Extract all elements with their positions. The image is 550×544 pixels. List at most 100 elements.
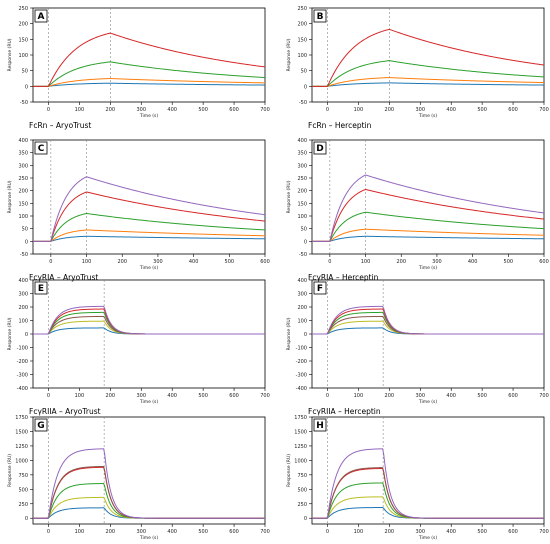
y-tick-label: -100 [296,346,307,352]
x-tick-label: 200 [106,529,116,535]
panel-letter: D [316,144,323,154]
x-tick-label: 500 [225,259,235,265]
x-tick-label: 600 [229,529,239,535]
series-line [33,320,265,335]
y-tick-label: -200 [296,359,307,365]
y-tick-label: 50 [22,69,28,75]
y-tick-label: 750 [18,473,28,479]
y-tick-label: 500 [297,487,307,493]
y-tick-label: 1250 [15,444,28,450]
y-tick-label: 150 [18,37,28,43]
y-tick-label: -300 [296,373,307,379]
series-line [33,315,265,335]
y-axis-label: Response (RU) [286,180,292,213]
x-tick-label: 100 [75,529,85,535]
y-tick-label: 250 [297,6,307,12]
y-tick-label: 150 [297,201,307,207]
panel-letter-box [313,281,327,295]
y-tick-label: 1250 [294,444,307,450]
x-tick-label: 200 [385,529,395,535]
panel-letter-box [34,281,48,295]
series-line [312,308,544,335]
x-tick-label: 600 [229,107,239,113]
series-line [33,308,265,335]
panel-letter: C [38,144,45,154]
y-tick-label: -50 [20,100,28,106]
series-line [33,235,266,242]
panel-d: -50 0 50 100 150 200 250 300 350 400 0 100 200 300 400… [286,138,549,282]
x-tick-label: 400 [446,393,456,399]
x-tick-label: 200 [106,393,116,399]
x-tick-label: 100 [75,107,85,113]
series-line [33,229,266,242]
plot-frame [32,7,266,103]
panel-caption: FcγRIIA – Herceptin [308,407,381,416]
panel-g: 0 250 500 750 1000 1250 1500 1750 0 100 200 300 400 5… [7,415,270,544]
panel-a: -50 0 50 100 150 200 250 0 100 200 300 400 500 600 700… [7,6,270,130]
series-line [33,327,265,335]
panel-letter-box [313,418,327,432]
y-tick-label: 200 [18,22,28,28]
x-tick-label: 700 [539,393,549,399]
y-tick-label: 0 [25,516,28,522]
x-tick-label: 500 [504,259,514,265]
y-tick-label: 350 [18,151,28,157]
x-tick-label: 500 [477,107,487,113]
y-tick-label: -400 [17,386,28,392]
y-axis-label: Response (RU) [7,180,13,213]
series-line [33,191,266,242]
series-line [33,212,266,242]
series-line [33,483,265,519]
x-tick-label: 700 [539,107,549,113]
x-tick-label: 300 [136,393,146,399]
x-tick-label: 400 [189,259,199,265]
series-line [33,82,266,87]
y-tick-label: 200 [297,305,307,311]
x-tick-label: 600 [508,107,518,113]
x-axis-label: Time (s) [139,399,159,405]
x-tick-label: 600 [260,259,270,265]
series-line [33,61,266,87]
x-tick-label: 300 [136,107,146,113]
x-tick-label: 0 [49,259,52,265]
series-line [312,188,545,242]
x-tick-label: 0 [47,529,50,535]
y-tick-label: -50 [299,100,307,106]
y-tick-label: 1500 [294,429,307,435]
series-line [312,467,544,519]
x-tick-label: 500 [477,393,487,399]
y-tick-label: 500 [18,487,28,493]
series-line [33,448,265,519]
y-tick-label: 200 [297,189,307,195]
y-tick-label: 100 [297,319,307,325]
plot-frame [311,139,545,255]
y-tick-label: 1750 [294,415,307,421]
y-tick-label: 100 [297,214,307,220]
y-axis-label: Response (RU) [7,317,13,350]
x-tick-label: 700 [260,393,270,399]
x-tick-label: 0 [326,393,329,399]
panel-letter: F [317,284,323,294]
y-tick-label: 1750 [15,415,28,421]
y-tick-label: -50 [299,252,307,258]
x-tick-label: 700 [260,107,270,113]
series-line [33,78,266,87]
y-tick-label: 100 [18,214,28,220]
series-line [312,82,545,87]
y-tick-label: 50 [22,227,28,233]
y-tick-label: 200 [297,22,307,28]
x-tick-label: 600 [508,529,518,535]
x-tick-label: 400 [167,393,177,399]
y-axis-label: Response (RU) [286,38,292,71]
x-tick-label: 200 [106,107,116,113]
y-tick-label: 300 [297,292,307,298]
x-tick-label: 300 [415,107,425,113]
series-line [33,176,266,242]
panel-f: -400 -300 -200 -100 0 100 200 300 400 0 100 200 300 4… [286,278,549,416]
panel-b: -50 0 50 100 150 200 250 0 100 200 300 400 500 600 700… [286,6,549,130]
y-tick-label: 400 [297,138,307,144]
y-tick-label: 0 [304,239,307,245]
x-axis-label: Time (s) [418,113,438,119]
y-axis-label: Response (RU) [7,454,13,487]
